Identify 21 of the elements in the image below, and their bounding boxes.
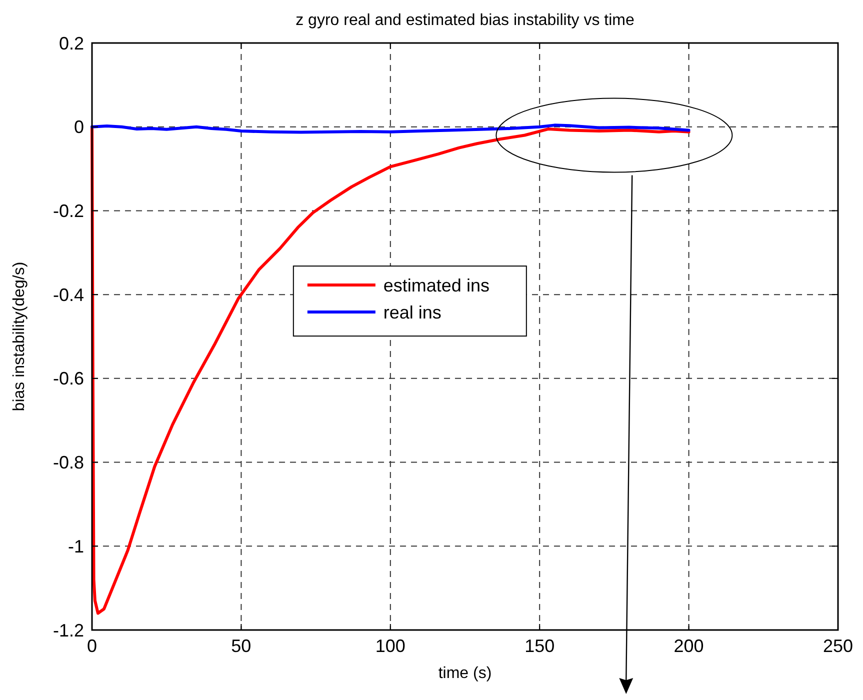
y-axis-title: bias instability(deg/s) — [11, 262, 28, 412]
x-tick-label: 0 — [86, 636, 98, 656]
y-tick-label: 0.2 — [58, 33, 84, 54]
line-series — [90, 124, 690, 134]
chart-title: z gyro real and estimated bias instability vs time — [296, 12, 635, 29]
y-tick-label: -0.4 — [52, 284, 84, 305]
y-tick-label: -0.8 — [52, 452, 84, 473]
y-tick-label: -0.2 — [52, 201, 84, 222]
y-tick-label: 0 — [74, 117, 84, 138]
line-series — [90, 125, 690, 615]
y-tick-label: -1 — [68, 536, 84, 556]
y-tick-label: -0.6 — [52, 368, 84, 389]
legend-label: real ins — [383, 302, 442, 322]
y-tick-label: -1.2 — [52, 620, 84, 640]
x-tick-label: 150 — [524, 636, 555, 656]
x-tick-label: 200 — [674, 636, 704, 656]
x-axis-title: time (s) — [438, 665, 492, 682]
legend-label: estimated ins — [383, 275, 490, 296]
x-tick-label: 250 — [822, 636, 854, 656]
x-tick-label: 100 — [375, 636, 406, 656]
x-tick-label: 50 — [231, 636, 252, 656]
